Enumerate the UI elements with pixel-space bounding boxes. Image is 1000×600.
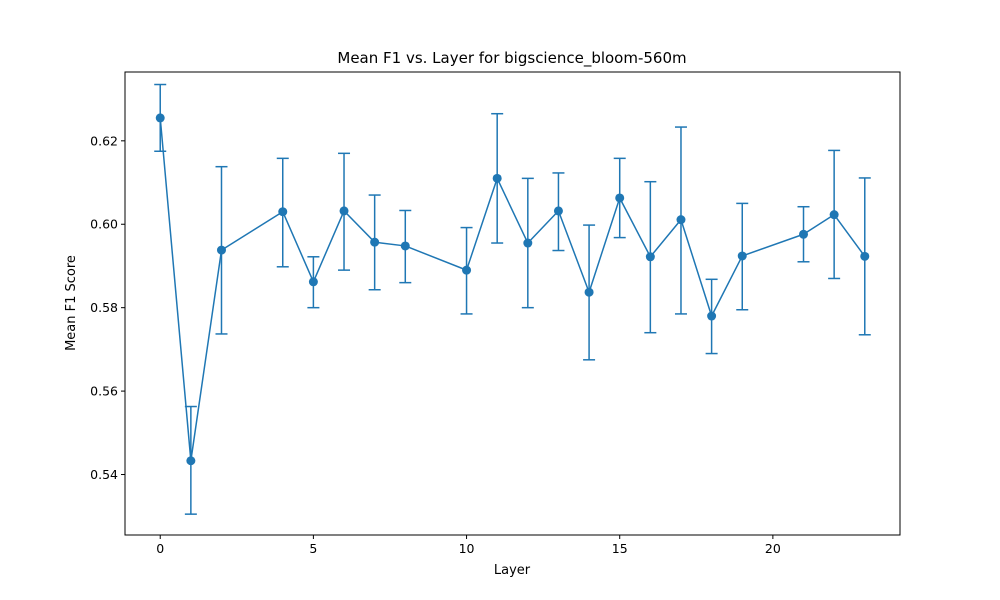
data-point — [492, 173, 502, 183]
x-tick-label: 10 — [459, 541, 475, 556]
plot-area — [154, 83, 871, 515]
x-axis-label: Layer — [494, 563, 531, 578]
x-tick-label: 0 — [156, 541, 164, 556]
data-point — [829, 210, 839, 220]
data-point — [523, 238, 533, 248]
data-point — [278, 207, 288, 217]
data-point — [339, 206, 349, 216]
data-point — [860, 251, 870, 261]
data-point — [400, 241, 410, 251]
series-line — [159, 117, 866, 462]
y-axis-label: Mean F1 Score — [64, 255, 79, 351]
y-tick-label: 0.56 — [90, 384, 118, 399]
data-point — [553, 206, 563, 216]
data-point — [370, 237, 380, 247]
data-point — [799, 229, 809, 239]
x-tick-label: 5 — [309, 541, 317, 556]
data-point — [707, 311, 717, 321]
data-point — [308, 277, 318, 287]
data-point — [216, 245, 226, 255]
data-point — [186, 456, 196, 466]
x-tick-label: 20 — [765, 541, 781, 556]
data-point — [645, 252, 655, 262]
data-point — [462, 265, 472, 275]
y-tick-label: 0.60 — [90, 217, 118, 232]
data-point — [155, 113, 165, 123]
plot-frame — [124, 71, 901, 536]
y-tick-label: 0.62 — [90, 133, 118, 148]
data-point — [737, 251, 747, 261]
data-point — [676, 215, 686, 225]
chart-title: Mean F1 vs. Layer for bigscience_bloom-5… — [337, 49, 686, 68]
y-tick-label: 0.58 — [90, 300, 118, 315]
y-tick-label: 0.54 — [90, 467, 118, 482]
data-point — [584, 287, 594, 297]
data-point — [615, 193, 625, 203]
x-tick-label: 15 — [612, 541, 628, 556]
